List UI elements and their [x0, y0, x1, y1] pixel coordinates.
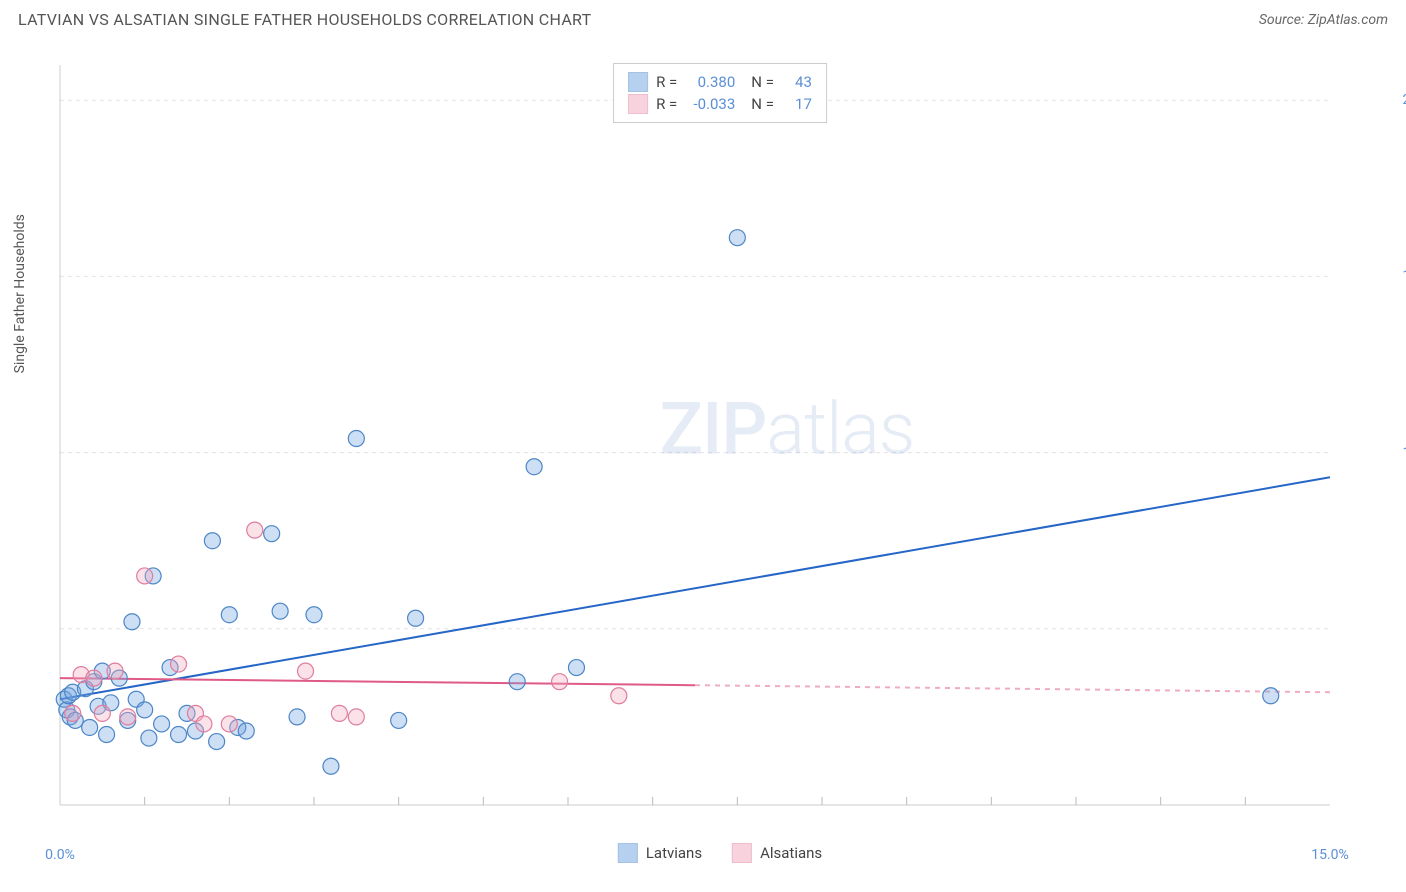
legend-swatch	[628, 94, 648, 114]
y-axis-label: Single Father Households	[12, 214, 28, 373]
legend-row: R = -0.033 N = 17	[628, 94, 812, 114]
legend-swatch	[628, 72, 648, 92]
correlation-legend: R = 0.380 N = 43 R = -0.033 N = 17	[613, 63, 827, 123]
series-name: Latvians	[646, 844, 702, 862]
r-label: R =	[656, 73, 677, 91]
n-label: N =	[751, 95, 774, 113]
y-tick-label: 20.0%	[1402, 92, 1406, 108]
chart-title: LATVIAN VS ALSATIAN SINGLE FATHER HOUSEH…	[18, 10, 591, 29]
legend-swatch	[732, 843, 752, 863]
r-label: R =	[656, 95, 677, 113]
legend-item: Latvians	[618, 843, 702, 863]
r-value: -0.033	[685, 95, 735, 113]
x-tick-label: 0.0%	[45, 847, 75, 863]
n-value: 43	[782, 73, 812, 91]
n-value: 17	[782, 95, 812, 113]
legend-item: Alsatians	[732, 843, 822, 863]
n-label: N =	[751, 73, 774, 91]
source-label: Source: ZipAtlas.com	[1259, 12, 1388, 28]
series-legend: Latvians Alsatians	[618, 843, 822, 863]
r-value: 0.380	[685, 73, 735, 91]
x-tick-label: 15.0%	[1311, 847, 1349, 863]
chart-area: Single Father Households ZIPatlas R = 0.…	[50, 55, 1390, 835]
scatter-plot	[50, 55, 1390, 835]
y-tick-label: 15.0%	[1402, 268, 1406, 284]
legend-swatch	[618, 843, 638, 863]
series-name: Alsatians	[760, 844, 822, 862]
y-tick-label: 10.0%	[1402, 445, 1406, 461]
legend-row: R = 0.380 N = 43	[628, 72, 812, 92]
